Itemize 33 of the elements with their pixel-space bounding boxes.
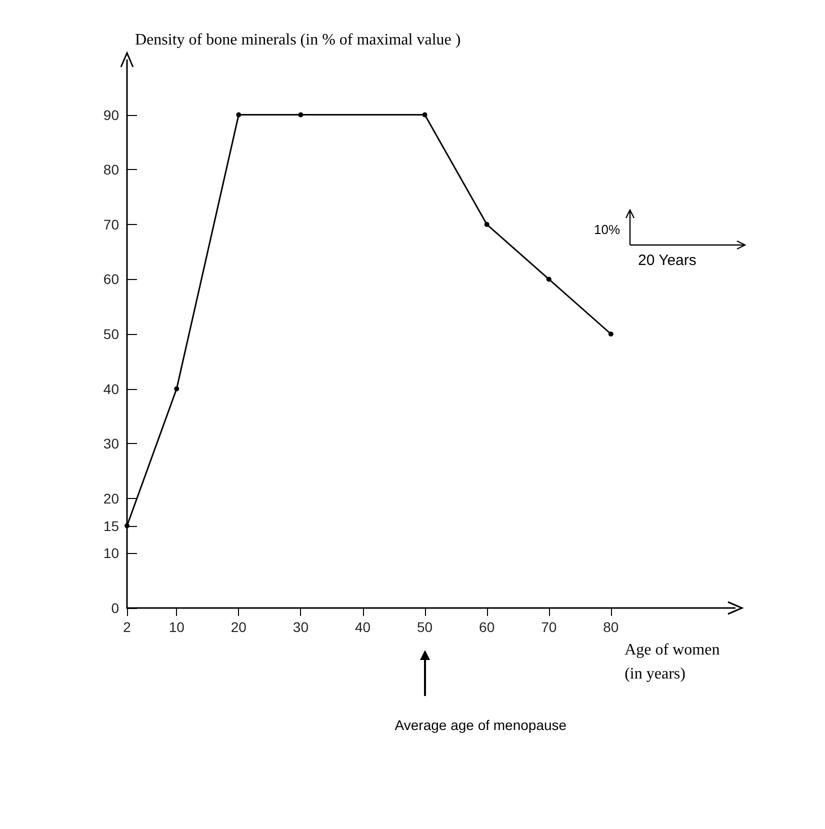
y-tick-label: 10	[103, 545, 120, 562]
text: Average age of menopause	[394, 717, 567, 733]
point	[298, 112, 304, 118]
x-tick-label: 80	[603, 619, 619, 635]
point	[124, 523, 130, 528]
point	[546, 276, 552, 282]
x-tick-label: 60	[479, 619, 495, 635]
y-tick-label: 0	[111, 600, 120, 616]
x-tick-label: 50	[417, 619, 433, 635]
y-tick-label: 90	[103, 106, 120, 123]
y-tick-label: 20	[103, 490, 120, 506]
point	[422, 112, 428, 118]
y-tick-label: 50	[103, 326, 120, 342]
x-tick-label: 2	[123, 619, 132, 635]
y-tick-label: 40	[103, 380, 120, 397]
x-tick-label: 70	[541, 619, 557, 635]
x-tick-label: 20	[230, 619, 247, 635]
y-tick-label: 70	[103, 216, 120, 232]
point	[608, 332, 614, 336]
x-tick-label: 30	[292, 619, 309, 635]
point	[484, 222, 490, 227]
y-tick-label: 60	[103, 271, 120, 288]
x-tick-label: 10	[168, 619, 185, 635]
point	[236, 112, 242, 118]
y-axis-title: Density of bone minerals (in % of maximal value )	[135, 32, 461, 48]
annotation: 10%	[594, 222, 620, 237]
point	[174, 386, 180, 392]
x-axis-title: Age of women (in years)	[624, 642, 720, 682]
y-tick-label: 15	[103, 518, 120, 534]
x-tick-label: 40	[354, 619, 371, 635]
annotation: 20 Years	[638, 252, 696, 269]
y-tick-label: 80	[103, 162, 120, 178]
y-tick-label: 30	[103, 436, 120, 452]
